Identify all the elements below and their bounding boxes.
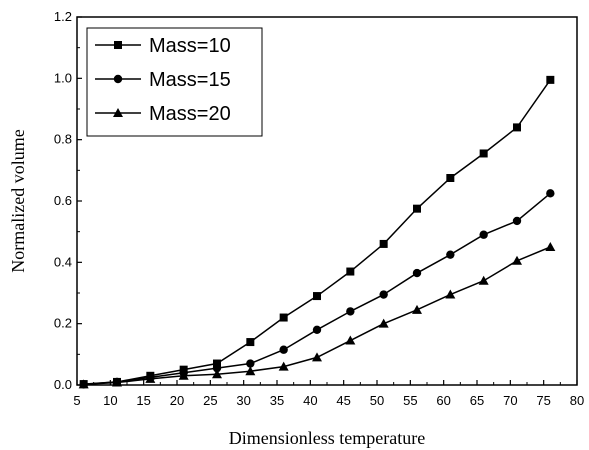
data-point — [512, 255, 522, 265]
legend-marker — [114, 41, 122, 49]
x-tick-label: 45 — [336, 393, 350, 408]
data-point — [246, 359, 255, 368]
series-line — [83, 246, 551, 386]
y-tick-label: 1.2 — [54, 9, 72, 24]
x-axis-title: Dimensionless temperature — [229, 428, 425, 448]
data-point — [178, 370, 189, 380]
data-point — [378, 318, 389, 328]
data-point — [546, 75, 555, 84]
data-point — [413, 204, 421, 213]
x-tick-label: 15 — [136, 393, 150, 408]
y-axis-title: Normalized volume — [8, 129, 28, 272]
data-point — [245, 366, 256, 376]
x-tick-label: 10 — [103, 393, 117, 408]
y-tick-label: 0.4 — [54, 254, 72, 269]
data-point — [478, 275, 489, 285]
x-tick-label: 5 — [73, 393, 80, 408]
legend-label: Mass=10 — [149, 35, 231, 57]
x-tick-label: 20 — [170, 393, 184, 408]
data-point — [512, 216, 522, 226]
series-2 — [79, 189, 555, 389]
data-point — [513, 123, 521, 132]
x-tick-label: 30 — [236, 393, 250, 408]
legend-marker — [113, 74, 123, 84]
data-point — [346, 307, 355, 316]
data-point — [145, 373, 156, 383]
legend-marker — [113, 108, 123, 117]
legend: Mass=10 Mass=15 Mass=20 — [86, 27, 263, 137]
ticks-group: 5 10 15 20 25 30 35 40 45 50 55 60 65 70 75 80 0.0 0.2 0.4… — [54, 9, 584, 408]
data-point — [312, 325, 322, 334]
data-point — [412, 304, 422, 314]
data-point — [379, 290, 388, 299]
data-point — [312, 352, 322, 362]
legend-label: Mass=20 — [149, 103, 231, 125]
x-tick-label: 70 — [503, 393, 517, 408]
x-tick-label: 65 — [470, 393, 484, 408]
legend-item: Mass=10 — [95, 35, 231, 57]
y-tick-label: 1.0 — [54, 70, 72, 85]
data-point — [279, 345, 288, 354]
legend-item: Mass=20 — [95, 103, 231, 125]
data-point — [112, 377, 122, 387]
y-tick-label: 0.6 — [54, 193, 72, 208]
x-tick-label: 50 — [370, 393, 384, 408]
x-tick-label: 25 — [203, 393, 217, 408]
data-point — [445, 289, 456, 299]
data-point — [479, 230, 488, 239]
y-tick-label: 0.2 — [54, 316, 72, 331]
x-tick-label: 60 — [436, 393, 450, 408]
data-point — [346, 267, 355, 276]
legend-label: Mass=15 — [149, 69, 231, 91]
series-3 — [78, 242, 556, 389]
series-group — [78, 75, 556, 389]
data-point — [446, 174, 455, 182]
data-point — [545, 242, 556, 251]
legend-item: Mass=15 — [95, 69, 231, 91]
data-point — [479, 149, 488, 158]
x-tick-label: 35 — [270, 393, 284, 408]
data-point — [412, 268, 422, 278]
data-point — [212, 369, 222, 379]
data-point — [246, 338, 255, 347]
y-tick-label: 0.8 — [54, 132, 72, 147]
data-point — [379, 239, 388, 248]
x-tick-label: 55 — [403, 393, 417, 408]
data-point — [278, 361, 289, 371]
data-point — [213, 359, 221, 368]
data-point — [345, 335, 356, 345]
data-point — [78, 379, 89, 389]
data-point — [212, 363, 222, 373]
x-tick-label: 40 — [303, 393, 317, 408]
y-tick-label: 0.0 — [54, 377, 72, 392]
data-point — [546, 189, 555, 198]
data-point — [446, 250, 455, 259]
data-point — [279, 313, 288, 322]
x-tick-label: 75 — [536, 393, 550, 408]
data-point — [313, 292, 321, 301]
x-tick-label: 80 — [570, 393, 584, 408]
